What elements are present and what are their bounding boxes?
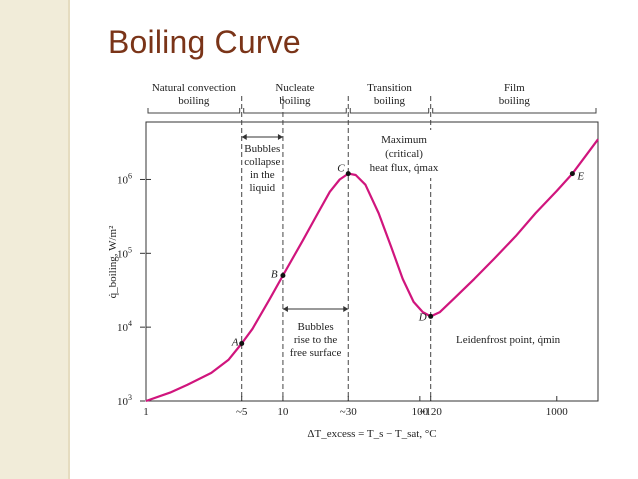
- collapse-arrowhead-left: [241, 134, 247, 140]
- region-label: boiling: [499, 95, 531, 107]
- decorative-side-line: [68, 0, 70, 479]
- point-label-e: E: [576, 171, 584, 183]
- region-bracket: [147, 108, 241, 114]
- annotation-leidenfrost: Leidenfrost point, q̇min: [456, 334, 561, 346]
- annotation-rise: free surface: [290, 347, 342, 359]
- slide-title: Boiling Curve: [108, 24, 301, 60]
- x-axis-title: ΔT_excess = T_s − T_sat, °C: [307, 428, 436, 440]
- y-axis-ticks: 103 104 105 106: [117, 171, 151, 408]
- x-tick-label: ~30: [340, 406, 357, 418]
- region-label: Nucleate: [275, 82, 314, 94]
- x-tick-label: 1000: [546, 406, 569, 418]
- y-tick-label: 104: [117, 319, 132, 334]
- y-axis-title: q̇_boiling, W/m²: [107, 225, 119, 298]
- point-b: [280, 273, 286, 279]
- region-label: Film: [504, 82, 525, 94]
- region-bracket: [349, 108, 430, 114]
- point-label-a: A: [231, 337, 239, 349]
- annotation-maximum: (critical): [385, 148, 423, 160]
- annotation-maximum: heat flux, q̇max: [370, 162, 439, 174]
- maximum-bg: [360, 130, 454, 178]
- point-d: [428, 313, 434, 319]
- collapse-bg: [244, 140, 280, 198]
- region-labels: Natural convectionboilingNucleateboiling…: [147, 82, 597, 114]
- x-tick-label: 100: [412, 406, 429, 418]
- region-bracket: [432, 108, 597, 114]
- region-label: boiling: [279, 95, 311, 107]
- annotation-collapse: in the: [250, 169, 275, 181]
- rise-arrowhead-left: [282, 306, 288, 312]
- region-label: boiling: [374, 95, 406, 107]
- x-tick-label: 10: [277, 406, 289, 418]
- x-axis-ticks: 1 ~5 10 ~30 100~120 1000: [143, 396, 568, 418]
- y-tick-label: 103: [117, 393, 132, 408]
- x-tick-label: ~120: [419, 406, 442, 418]
- region-label: Transition: [367, 82, 412, 94]
- point-e: [569, 171, 575, 177]
- point-label-d: D: [418, 311, 427, 323]
- annotation-collapse: collapse: [244, 156, 280, 168]
- annotation-maximum: Maximum: [381, 134, 427, 146]
- x-tick-label: 1: [143, 406, 149, 418]
- annotation-collapse: liquid: [249, 182, 275, 194]
- region-bracket: [243, 108, 347, 114]
- x-tick-label: ~5: [236, 406, 248, 418]
- collapse-arrowhead-right: [277, 134, 283, 140]
- point-a: [239, 341, 245, 347]
- region-label: Natural convection: [152, 82, 236, 94]
- annotation-rise: Bubbles: [298, 321, 334, 333]
- plot-frame: [145, 121, 599, 402]
- y-tick-label: 106: [117, 171, 132, 186]
- curve-points: A B C D E: [231, 163, 585, 349]
- annotation-collapse: Bubbles: [244, 143, 280, 155]
- point-label-c: C: [337, 163, 345, 175]
- y-tick-label: 105: [117, 245, 132, 260]
- point-c: [345, 171, 351, 177]
- boiling-curve-line: [145, 138, 599, 403]
- annotation-rise: rise to the: [294, 334, 337, 346]
- rise-bg: [285, 314, 346, 360]
- rise-arrowhead-right: [343, 306, 349, 312]
- point-label-b: B: [271, 269, 278, 281]
- region-label: boiling: [178, 95, 210, 107]
- decorative-side-band: [0, 0, 68, 479]
